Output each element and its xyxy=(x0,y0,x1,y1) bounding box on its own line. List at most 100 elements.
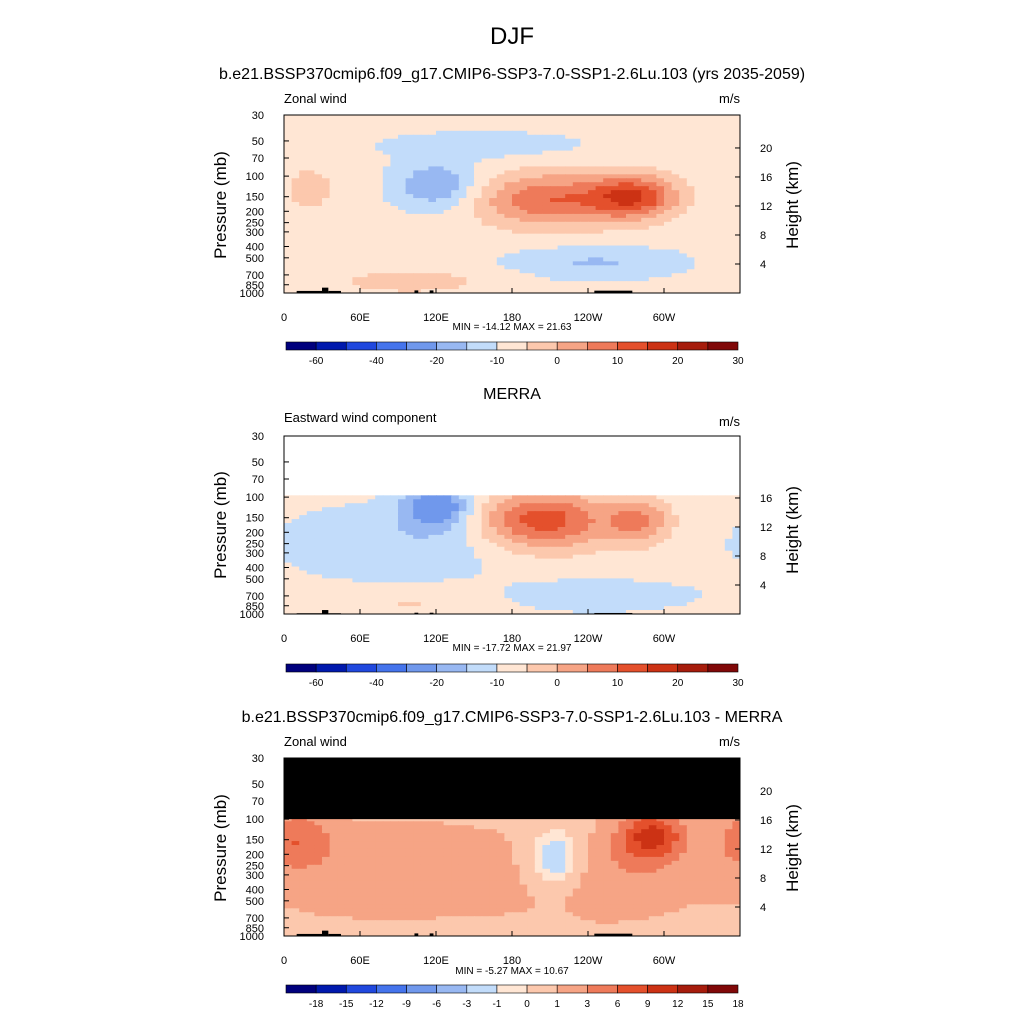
colorbar-swatch xyxy=(345,984,377,994)
panel-model-contour-plot: 3050701001502002503004005007008501000481… xyxy=(240,110,773,324)
longitude-tick-label: 120W xyxy=(574,312,603,324)
colorbar-swatch xyxy=(436,663,468,673)
pressure-tick-label: 1000 xyxy=(240,609,264,621)
colorbar-label: -20 xyxy=(429,356,444,367)
colorbar-label: 9 xyxy=(645,999,651,1010)
longitude-tick-label: 60W xyxy=(653,955,676,967)
panel-difference-ylabel: Pressure (mb) xyxy=(211,794,230,902)
longitude-tick-label: 60W xyxy=(653,312,676,324)
panel-merra-colorbar: -60 -40 -20 -10 0 10 20 30 xyxy=(285,663,744,689)
colorbar-swatch xyxy=(556,341,588,351)
colorbar-swatch xyxy=(376,984,407,994)
colorbar-label: 15 xyxy=(702,999,714,1010)
pressure-tick-label: 200 xyxy=(246,206,264,218)
colorbar-label: 18 xyxy=(732,999,744,1010)
pressure-tick-label: 150 xyxy=(246,513,264,525)
topography-mask xyxy=(429,933,434,936)
topography-mask xyxy=(414,933,419,936)
colorbar-swatch xyxy=(647,984,679,994)
pressure-tick-label: 400 xyxy=(246,241,264,253)
longitude-tick-label: 60E xyxy=(350,955,370,967)
topography-mask xyxy=(322,610,329,615)
colorbar-label: -6 xyxy=(432,999,441,1010)
panel-model-stats: MIN = -14.12 MAX = 21.63 xyxy=(453,322,572,333)
colorbar-label: 1 xyxy=(554,999,560,1010)
topography-mask xyxy=(594,290,633,294)
panel-merra-left-label: Eastward wind component xyxy=(284,410,437,425)
longitude-tick-label: 120E xyxy=(423,312,449,324)
colorbar-swatch xyxy=(556,663,588,673)
pressure-tick-label: 250 xyxy=(246,539,264,551)
colorbar-swatch xyxy=(466,663,498,673)
pressure-tick-label: 70 xyxy=(252,796,264,808)
colorbar-swatch xyxy=(587,663,618,673)
colorbar-swatch xyxy=(406,341,437,351)
colorbar-label: -18 xyxy=(309,999,324,1010)
colorbar-swatch xyxy=(285,984,317,994)
topography-mask xyxy=(414,290,419,293)
pressure-tick-label: 100 xyxy=(246,492,264,504)
pressure-tick-label: 250 xyxy=(246,218,264,230)
height-tick-label: 12 xyxy=(760,201,772,213)
panel-difference-title: b.e21.BSSP370cmip6.f09_g17.CMIP6-SSP3-7.… xyxy=(242,709,783,726)
colorbar-label: 30 xyxy=(732,356,744,367)
pressure-tick-label: 150 xyxy=(246,835,264,847)
pressure-tick-label: 30 xyxy=(252,753,264,765)
topography-mask xyxy=(322,287,329,294)
pressure-tick-label: 700 xyxy=(246,270,264,282)
pressure-tick-label: 50 xyxy=(252,457,264,469)
colorbar-label: -3 xyxy=(462,999,471,1010)
colorbar-label: 10 xyxy=(612,356,624,367)
colorbar-label: 12 xyxy=(672,999,684,1010)
colorbar-swatch xyxy=(406,663,437,673)
longitude-tick-label: 120W xyxy=(574,955,603,967)
pressure-tick-label: 700 xyxy=(246,591,264,603)
colorbar-swatch xyxy=(707,341,739,351)
longitude-tick-label: 0 xyxy=(281,312,287,324)
colorbar-label: -40 xyxy=(369,678,384,689)
colorbar-swatch xyxy=(647,341,679,351)
pressure-tick-label: 1000 xyxy=(240,288,264,300)
longitude-tick-label: 120E xyxy=(423,955,449,967)
panel-merra: MERRA Eastward wind component m/s 30 50 70… xyxy=(211,386,802,689)
colorbar-swatch xyxy=(376,341,407,351)
pressure-tick-label: 300 xyxy=(246,227,264,239)
colorbar-swatch xyxy=(285,663,317,673)
colorbar-swatch xyxy=(526,341,558,351)
panel-model-units: m/s xyxy=(719,91,740,106)
pressure-tick-label: 700 xyxy=(246,913,264,925)
colorbar-swatch xyxy=(436,984,468,994)
panel-difference: b.e21.BSSP370cmip6.f09_g17.CMIP6-SSP3-7.… xyxy=(211,709,802,1010)
height-tick-label: 8 xyxy=(760,230,766,242)
longitude-tick-label: 60E xyxy=(350,633,370,645)
colorbar-swatch xyxy=(345,663,377,673)
colorbar-swatch xyxy=(406,984,437,994)
colorbar-swatch xyxy=(677,341,709,351)
height-tick-label: 12 xyxy=(760,522,772,534)
figure-title: DJF xyxy=(490,23,534,50)
colorbar-label: -10 xyxy=(490,356,505,367)
colorbar-label: -60 xyxy=(309,356,324,367)
panel-model: b.e21.BSSP370cmip6.f09_g17.CMIP6-SSP3-7.… xyxy=(211,66,805,367)
colorbar-label: -20 xyxy=(429,678,444,689)
colorbar-label: -1 xyxy=(492,999,501,1010)
colorbar-label: -15 xyxy=(339,999,354,1010)
colorbar-label: 0 xyxy=(554,678,560,689)
colorbar-label: 3 xyxy=(585,999,591,1010)
colorbar-swatch xyxy=(285,341,317,351)
panel-difference-left-label: Zonal wind xyxy=(284,734,347,749)
colorbar-swatch xyxy=(345,341,377,351)
longitude-tick-label: 60W xyxy=(653,633,676,645)
colorbar-swatch xyxy=(496,663,528,673)
colorbar-label: 20 xyxy=(672,356,684,367)
colorbar-label: -60 xyxy=(309,678,324,689)
panel-merra-ylabel: Pressure (mb) xyxy=(211,471,230,579)
topography-mask xyxy=(429,612,434,615)
colorbar-swatch xyxy=(496,341,528,351)
panel-model-ylabel-right: Height (km) xyxy=(783,161,802,249)
pressure-tick-label: 30 xyxy=(252,431,264,443)
pressure-tick-label: 1000 xyxy=(240,931,264,943)
pressure-tick-label: 70 xyxy=(252,153,264,165)
panel-model-title: b.e21.BSSP370cmip6.f09_g17.CMIP6-SSP3-7.… xyxy=(219,66,805,83)
